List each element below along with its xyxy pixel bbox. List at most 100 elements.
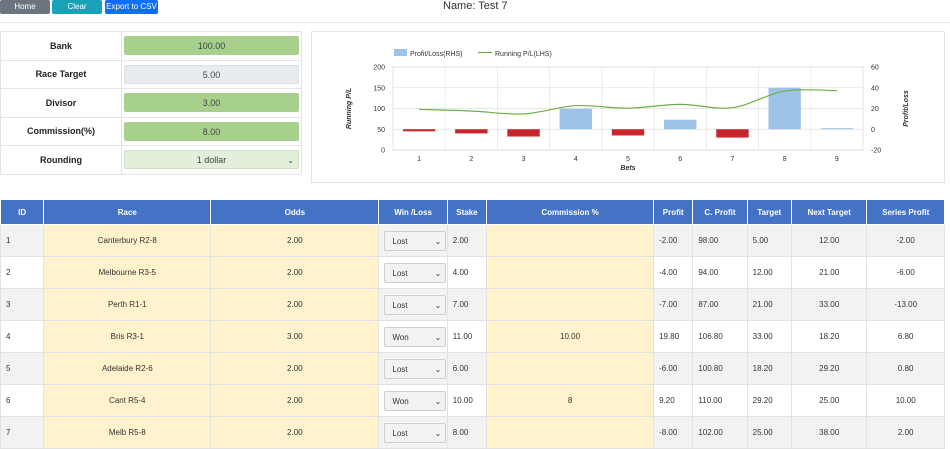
profit-loss-bar [664, 119, 697, 130]
setting-row-bank: Bank 100.00 [0, 31, 302, 61]
home-button[interactable]: Home [0, 0, 50, 14]
x-tick-label: 2 [469, 156, 473, 163]
left-tick-label: 150 [373, 85, 385, 92]
rounding-select[interactable]: 1 dollar ⌄ [124, 150, 299, 170]
cell-odds[interactable]: 2.00 [210, 384, 380, 417]
left-tick-label: 0 [381, 148, 385, 155]
win-loss-select[interactable]: Lost ⌄ [384, 262, 447, 283]
legend-bar-swatch [394, 49, 407, 56]
cell-commission[interactable] [486, 224, 655, 257]
win-loss-select[interactable]: Won ⌄ [384, 326, 447, 347]
profit-loss-bar [507, 129, 540, 137]
cell-next-target: 29.20 [790, 352, 868, 385]
left-tick-label: 100 [373, 106, 385, 113]
cell-target: 25.00 [746, 416, 792, 449]
right-axis-title: Profit/Loss [903, 90, 910, 127]
cell-target: 21.00 [746, 288, 792, 321]
cell-id: 2 [0, 256, 45, 289]
cell-target: 12.00 [746, 256, 792, 289]
cell-commission[interactable]: 8 [486, 384, 655, 417]
rounding-label: Rounding [0, 145, 122, 175]
cell-id: 5 [0, 352, 45, 385]
profit-loss-bar [716, 129, 749, 138]
cell-odds[interactable]: 2.00 [210, 256, 380, 289]
cell-win-loss: Lost ⌄ [378, 288, 448, 321]
chart-svg: 200 60 150 40 100 20 50 0 0 -20 1 2 3 4 5 6 7 8 9 Bets Runni… [346, 49, 910, 172]
column-header: Profit [653, 199, 694, 225]
cell-win-loss: Lost ⌄ [378, 256, 448, 289]
cell-commission[interactable]: 10.00 [486, 320, 655, 353]
cell-race[interactable]: Bris R3-1 [43, 320, 212, 353]
column-header: Series Profit [866, 199, 945, 225]
cell-race[interactable]: Perth R1-1 [43, 288, 212, 321]
race-target-label: Race Target [0, 59, 122, 89]
column-header: Target [746, 199, 792, 225]
export-csv-button[interactable]: Export to CSV [105, 0, 158, 14]
table-row: 1 Canterbury R2-8 2.00 Lost ⌄ 2.00 -2.00 98.00 5… [0, 224, 945, 257]
legend-label: Profit/Loss(RHS) [410, 51, 463, 58]
profit-loss-bar [559, 108, 592, 130]
x-tick-label: 4 [574, 156, 578, 163]
cell-next-target: 12.00 [790, 224, 868, 257]
chevron-down-icon: ⌄ [434, 236, 442, 246]
cell-odds[interactable]: 2.00 [210, 224, 380, 257]
profit-loss-bar [611, 129, 645, 136]
cell-odds[interactable]: 3.00 [210, 320, 380, 353]
clear-button[interactable]: Clear [52, 0, 102, 14]
column-header: Next Target [790, 199, 868, 225]
cell-series-profit: 2.00 [866, 416, 945, 449]
cell-target: 18.20 [746, 352, 792, 385]
column-header: Stake [446, 199, 488, 225]
win-loss-select[interactable]: Lost ⌄ [384, 294, 447, 315]
win-loss-value: Lost [392, 268, 408, 278]
cell-c-profit: 100.80 [692, 352, 748, 385]
left-tick-label: 200 [373, 65, 385, 72]
win-loss-value: Lost [392, 236, 408, 246]
column-header: ID [0, 199, 45, 225]
setting-row-commission: Commission(%) 8.00 [0, 116, 302, 146]
cell-race[interactable]: Melbourne R3-5 [43, 256, 212, 289]
cell-race[interactable]: Cant R5-4 [43, 384, 212, 417]
cell-commission[interactable] [486, 288, 655, 321]
cell-profit: -8.00 [653, 416, 694, 449]
x-tick-label: 9 [835, 156, 839, 163]
chevron-down-icon: ⌄ [434, 268, 442, 278]
win-loss-select[interactable]: Lost ⌄ [384, 230, 447, 251]
cell-commission[interactable] [486, 256, 655, 289]
win-loss-select[interactable]: Won ⌄ [384, 390, 447, 411]
right-tick-label: 40 [871, 85, 879, 92]
cell-race[interactable]: Adelaide R2-6 [43, 352, 212, 385]
cell-c-profit: 98.00 [692, 224, 748, 257]
cell-stake: 2.00 [446, 224, 488, 257]
profit-loss-bar [820, 128, 854, 130]
page-title: Name: Test 7 [443, 0, 508, 12]
top-bar: Home Clear Export to CSV Name: Test 7 [0, 0, 950, 23]
cell-odds[interactable]: 2.00 [210, 288, 380, 321]
cell-id: 1 [0, 224, 45, 257]
win-loss-select[interactable]: Lost ⌄ [384, 358, 447, 379]
profit-chart: 200 60 150 40 100 20 50 0 0 -20 1 2 3 4 5 6 7 8 9 Bets Runni… [311, 31, 945, 183]
cell-commission[interactable] [486, 416, 655, 449]
cell-race[interactable]: Canterbury R2-8 [43, 224, 212, 257]
cell-id: 6 [0, 384, 45, 417]
table-row: 6 Cant R5-4 2.00 Won ⌄ 10.00 8 9.20 110.00 29.20 2… [0, 384, 945, 417]
cell-win-loss: Lost ⌄ [378, 416, 448, 449]
commission-input[interactable]: 8.00 [124, 121, 299, 141]
win-loss-select[interactable]: Lost ⌄ [384, 422, 447, 443]
cell-odds[interactable]: 2.00 [210, 352, 380, 385]
cell-stake: 10.00 [446, 384, 488, 417]
left-axis-title: Running P/L [346, 88, 353, 129]
bank-input[interactable]: 100.00 [124, 36, 299, 56]
legend-label: Running P/L(LHS) [495, 51, 552, 58]
win-loss-value: Lost [392, 300, 408, 310]
cell-commission[interactable] [486, 352, 655, 385]
cell-profit: -4.00 [653, 256, 694, 289]
cell-odds[interactable]: 2.00 [210, 416, 380, 449]
settings-panel: Bank 100.00 Race Target 5.00 Divisor 3.0… [0, 31, 302, 175]
divisor-input[interactable]: 3.00 [124, 93, 299, 113]
cell-profit: -2.00 [653, 224, 694, 257]
x-tick-label: 8 [783, 156, 787, 163]
table-header-row: ID Race Odds Win /Loss Stake Commission % Prof… [0, 199, 945, 225]
cell-series-profit: 10.00 [866, 384, 945, 417]
cell-race[interactable]: Melb R5-8 [43, 416, 212, 449]
